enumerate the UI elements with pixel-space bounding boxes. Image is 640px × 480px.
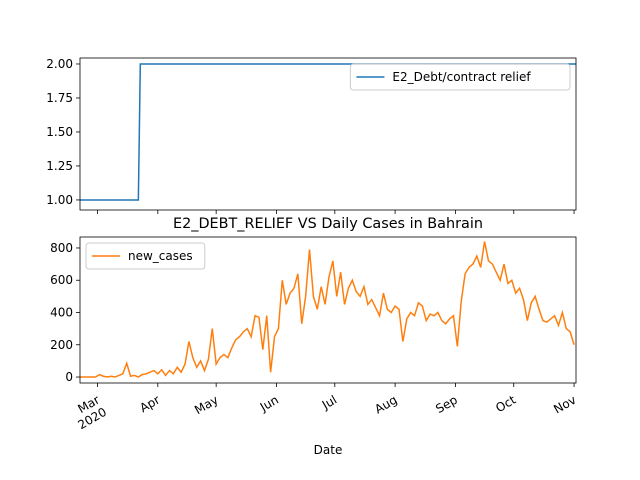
y-tick-label: 400 <box>50 306 73 320</box>
axes-frame <box>79 236 577 384</box>
y-tick-label: 1.00 <box>46 193 73 207</box>
chart-title: E2_DEBT_RELIEF VS Daily Cases in Bahrain <box>173 216 483 232</box>
y-tick-label: 600 <box>50 273 73 287</box>
legend-label: new_cases <box>128 249 193 263</box>
y-tick-label: 1.75 <box>46 91 73 105</box>
x-tick-label: Jul <box>319 393 339 413</box>
x-tick-label: Apr <box>137 393 162 416</box>
legend-box <box>349 63 571 91</box>
y-tick-label: 800 <box>50 241 73 255</box>
y-tick-label: 1.50 <box>46 125 73 139</box>
x-axis-label: Date <box>314 443 343 457</box>
x-tick-label: Aug <box>372 393 399 417</box>
x-tick-label: Mar2020 <box>69 393 110 433</box>
legend-box <box>85 242 206 270</box>
y-tick-label: 2.00 <box>46 57 73 71</box>
axes-frame <box>79 57 577 211</box>
x-tick-label: Oct <box>493 393 518 416</box>
y-tick-label: 200 <box>50 338 73 352</box>
x-tick-label: Sep <box>433 393 460 416</box>
x-tick-label: May <box>192 393 220 418</box>
y-tick-label: 1.25 <box>46 159 73 173</box>
y-tick-label: 0 <box>65 370 73 384</box>
x-tick-label: Nov <box>551 393 578 417</box>
data-line <box>80 241 575 378</box>
x-tick-label: Jun <box>257 393 281 415</box>
legend-label: E2_Debt/contract relief <box>392 70 531 84</box>
